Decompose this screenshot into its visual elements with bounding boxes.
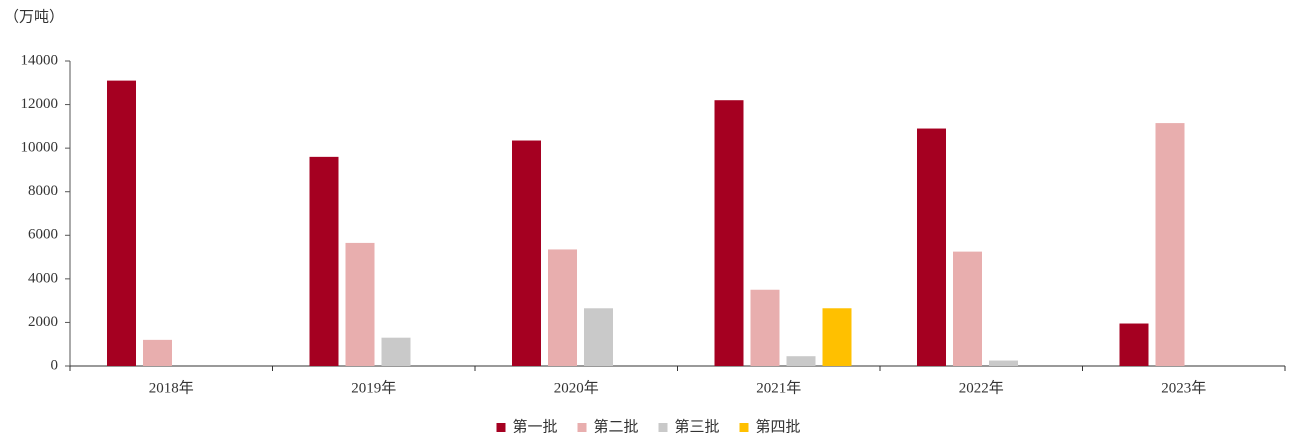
y-tick-label: 6000 <box>28 227 58 243</box>
legend-label: 第三批 <box>675 417 720 435</box>
x-tick-label: 2021年 <box>756 379 801 396</box>
y-tick-label: 14000 <box>21 52 59 68</box>
y-tick-label: 4000 <box>28 270 58 286</box>
bar <box>548 249 577 366</box>
legend-label: 第四批 <box>756 417 801 435</box>
y-tick-label: 0 <box>51 357 59 373</box>
bar <box>309 156 339 366</box>
y-tick-label: 12000 <box>21 96 59 112</box>
bar <box>989 360 1018 366</box>
x-tick-label: 2022年 <box>959 379 1004 396</box>
legend-swatch <box>577 423 587 432</box>
bar <box>345 242 375 366</box>
bar <box>822 308 852 366</box>
bar <box>512 140 541 366</box>
x-tick-label: 2023年 <box>1161 379 1206 396</box>
x-tick-label: 2018年 <box>149 379 194 396</box>
bar <box>953 251 982 366</box>
bar <box>143 339 172 366</box>
bar <box>584 308 613 366</box>
y-axis-label: （万吨） <box>4 8 64 25</box>
legend-swatch <box>658 423 668 432</box>
x-tick-label: 2020年 <box>554 379 599 396</box>
legend-swatch <box>496 423 506 432</box>
x-tick-label: 2019年 <box>351 379 396 396</box>
bar <box>750 289 780 366</box>
bar <box>1119 323 1149 366</box>
legend-label: 第二批 <box>594 417 639 435</box>
bar <box>714 100 744 366</box>
y-tick-label: 10000 <box>21 140 59 156</box>
bar <box>381 337 411 366</box>
bar <box>786 356 816 366</box>
legend-swatch <box>739 423 749 432</box>
legend-label: 第一批 <box>513 417 558 435</box>
bar <box>107 80 136 366</box>
y-tick-label: 2000 <box>28 314 58 330</box>
bar <box>917 128 946 366</box>
bar <box>1155 123 1185 366</box>
y-tick-label: 8000 <box>28 183 58 199</box>
